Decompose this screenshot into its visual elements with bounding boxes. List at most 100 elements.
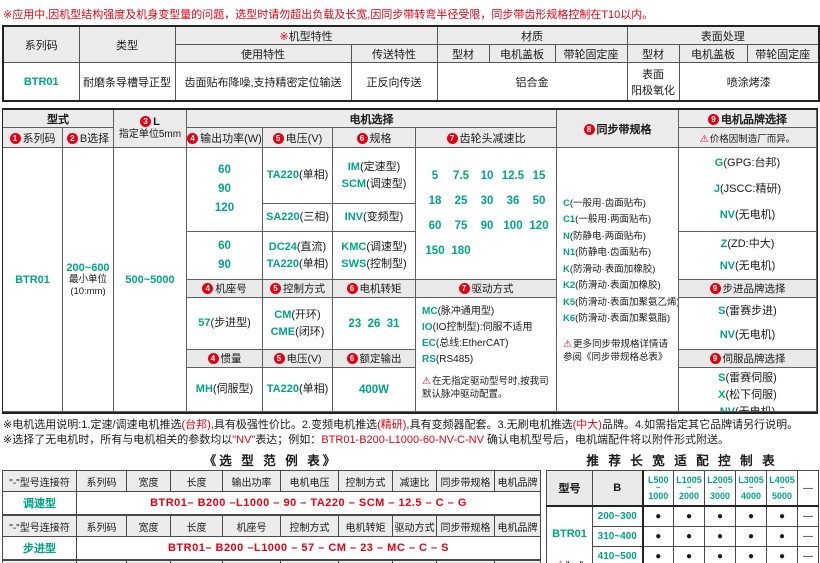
note-segment: ,具有极强性价比。2.变频电机推选 xyxy=(210,419,378,431)
note-segment: 确认电机型号后，电机端配件将以附件形式附送。 xyxy=(483,434,730,446)
example-header-row: "-"型号连接符 系列码 宽度 长度 机座号 控制方式 电机转矩 驱动方式 同步带规格 电机品牌 xyxy=(2,514,541,537)
header-power: 4 输出功率(W) xyxy=(187,128,263,148)
brand-block-1: G(GPG:台邦) J(JSCC:精研) NV(无电机) xyxy=(679,148,816,231)
compat-body: BTR01⚠"—"定制尺寸200~300●●●●●—310~400●●●●●—4… xyxy=(546,505,819,563)
ratio-value: 75 xyxy=(454,219,468,232)
band-control-header: 5 控制方式 xyxy=(263,280,333,298)
volt4-cell: TA220(单相) xyxy=(263,368,333,412)
volt3-cell: DC24(直流) TA220(单相) xyxy=(263,232,333,280)
code-value: MH xyxy=(195,383,213,395)
brand-block-4: S(雷赛伺服) X(松下伺服) NV(无电机) xyxy=(679,368,816,411)
code-desc: (一般用·两面贴布) xyxy=(575,214,652,225)
circle-9-icon: 9 xyxy=(708,113,719,125)
compat-range-header: L4005 ~5000 xyxy=(766,470,798,507)
compat-range-header: L2005 ~3000 xyxy=(704,470,736,507)
example-header-cell: 电机转矩 xyxy=(338,514,393,537)
code-desc: (调速型) xyxy=(366,177,407,190)
ratio-value: 7.5 xyxy=(453,169,469,182)
example-header-cell: 电机电压 xyxy=(280,470,339,492)
spec2-cell: INV(变频型) xyxy=(333,204,416,232)
motor-note-2: ※选择了无电机时，所有与电机相关的参数均以"NV"表达；例如：BTR01-B20… xyxy=(3,433,816,448)
motor-note-1: ※电机选用说明:1.定速/调速电机推选(台邦),具有极强性价比。2.变频电机推选… xyxy=(3,418,816,433)
ratio-value: 90 xyxy=(480,219,494,232)
code-desc: (直流) xyxy=(296,240,327,253)
code-item: CME(闭环) xyxy=(271,324,325,341)
spec-header-feature: ※机型特性 xyxy=(174,25,438,45)
spec-table: 系列码 类型 ※机型特性 材质 表面处理 使用特性 传送特性 型材 电机盖板 带… xyxy=(2,25,820,102)
note-segment: BTR01-B200-L1000-60-NV-C-NV xyxy=(321,434,484,446)
custom-mark-text: "—" xyxy=(566,560,583,563)
code-desc: (防滑动·表面加橡胶) xyxy=(569,263,656,275)
code-item: EC(总线:EtherCAT) xyxy=(422,336,533,352)
range-bottom: 3000 xyxy=(709,491,731,501)
code-value: SCM xyxy=(341,177,367,190)
material-value: 铝合金 xyxy=(436,62,628,102)
header-b-select: 2 B选择 xyxy=(63,128,114,148)
code-value: SA220 xyxy=(266,211,300,223)
spec-header-pulley-2: 带轮固定座 xyxy=(746,44,820,63)
spec-header-surface: 表面处理 xyxy=(626,25,820,45)
spec3-cell: KMC(调速型) SWS(控制型) xyxy=(333,232,416,280)
range-top: L4005 xyxy=(769,475,795,485)
example-type-label: 步进型 xyxy=(2,536,77,561)
code-desc: (防滑动·表面加聚氨脂) xyxy=(575,313,671,324)
example-value-row: 调速型 BTR01– B200 –L1000 – 90 – TA220 – SCM… xyxy=(2,491,541,516)
code-value: KMC xyxy=(341,240,367,253)
ratio-cell: 5 7.5 10 12.5 15 18 25 30 36 50 60 75 90 100 120 150 180 xyxy=(416,148,557,280)
range-bottom: 2000 xyxy=(678,491,700,501)
circle-5-icon: 5 xyxy=(273,353,285,364)
code-desc: (无电机) xyxy=(734,209,776,222)
code-value: RS xyxy=(422,354,436,365)
compat-row: BTR01⚠"—"定制尺寸200~300●●●●●— xyxy=(546,505,819,563)
code-desc: (开环) xyxy=(291,308,321,321)
circle-1-icon: 1 xyxy=(9,132,21,144)
dot-mark: ● xyxy=(642,546,674,563)
ratio-row: 5 7.5 10 12.5 15 xyxy=(416,164,556,189)
range-bottom: 5000 xyxy=(771,491,793,501)
code-desc: (防滑动·表面加聚氨乙烯) xyxy=(575,296,679,308)
code-desc: (单相) xyxy=(298,169,329,181)
code-item: K2(防滑动·表面加橡胶) xyxy=(563,278,678,295)
code-desc: (三相) xyxy=(299,211,329,223)
code-item: J(JSCC:精研) xyxy=(714,181,781,198)
power-value: 120 xyxy=(214,202,235,214)
brand-block-3: S(雷赛步进) NV(无电机) xyxy=(679,298,816,349)
range-top: L2005 xyxy=(707,475,733,485)
range-tilde: ~ xyxy=(717,483,723,492)
dot-mark: ● xyxy=(766,526,798,547)
type-value: 耐磨条导槽导正型 xyxy=(78,62,176,102)
torque-cell: 23 26 31 xyxy=(333,298,416,350)
ratio-value: 5 xyxy=(431,169,439,182)
example-header-row: "-"型号连接符系列码宽度长度惯量电机电压额定输出驱动方式同步带规格电机品牌 xyxy=(2,559,541,563)
code-value: TA220 xyxy=(266,257,299,270)
spec-header-series: 系列码 xyxy=(2,25,80,63)
compat-range-header: L1005 ~2000 xyxy=(673,470,705,507)
code-item: SCM(调速型) xyxy=(342,176,407,193)
header-belt: 8 同步带规格 xyxy=(557,110,679,148)
code-desc: (脉冲通用型) xyxy=(437,306,495,317)
surface-anodize-value: 表面 阳极氧化 xyxy=(626,62,680,102)
circle-7-icon: 7 xyxy=(446,132,458,144)
dash-mark: — xyxy=(797,505,819,527)
compat-header-last: — xyxy=(797,470,819,507)
note-segment: ,具有变频器配套。3.无刷电机推选 xyxy=(406,419,573,431)
code-desc: (步进型) xyxy=(210,317,251,329)
code-item: N(防静电·两面贴布) xyxy=(563,229,678,246)
dot-mark: ● xyxy=(642,526,674,547)
example-section: 《选 型 范 例 表》 "-"型号连接符 系列码 宽度 长度 输出功率 电机电压 控制方式减… xyxy=(2,452,541,563)
code-value: NV xyxy=(719,209,735,222)
compat-table-title: 推 荐 长 宽 适 配 控 制 表 xyxy=(586,454,778,468)
example-header-cell: 输出功率 xyxy=(222,470,281,492)
code-value: C xyxy=(563,197,570,209)
code-value: EC xyxy=(422,338,436,349)
reference-mark: ※ xyxy=(279,30,289,43)
circle-9-icon: 9 xyxy=(709,283,721,294)
example-header-cell: 电机品牌 xyxy=(494,514,541,537)
range-bottom: 1000 xyxy=(648,491,669,501)
power-value: 60 xyxy=(218,239,231,252)
code-value: S xyxy=(718,372,726,384)
spec-header-profile-2: 型材 xyxy=(626,44,680,63)
code-item: X(松下伺服) xyxy=(718,387,777,404)
code-value: X xyxy=(718,389,726,401)
compat-section: 推 荐 长 宽 适 配 控 制 表 型号 B L500 ~1000 L1005 ~20… xyxy=(546,452,819,563)
